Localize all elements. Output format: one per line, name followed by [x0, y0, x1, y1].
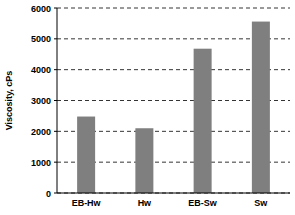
category-label: Sw	[254, 198, 268, 208]
grid-line	[57, 8, 290, 9]
tick-label: 0	[46, 189, 51, 199]
tick-label: 6000	[31, 4, 51, 14]
bar	[77, 117, 95, 193]
tick-label: 4000	[31, 65, 51, 75]
y-axis-label: Viscosity, cPs	[4, 71, 14, 131]
x-axis	[57, 193, 290, 194]
bar	[252, 22, 270, 193]
tick-label: 1000	[31, 158, 51, 168]
chart: 0 1000 2000 3000 4000 5000 6000 EB-Hw Hw EB-Sw Sw V…	[0, 0, 295, 215]
bars	[77, 22, 270, 193]
tick-label: 3000	[31, 96, 51, 106]
tick-label: 5000	[31, 34, 51, 44]
bar	[194, 49, 212, 193]
category-label: EB-Sw	[188, 198, 218, 208]
bar	[135, 128, 153, 193]
category-label: Hw	[138, 198, 152, 208]
category-label: EB-Hw	[72, 198, 102, 208]
grid-line	[57, 193, 290, 194]
tick-label: 2000	[31, 127, 51, 137]
y-axis	[57, 8, 58, 193]
